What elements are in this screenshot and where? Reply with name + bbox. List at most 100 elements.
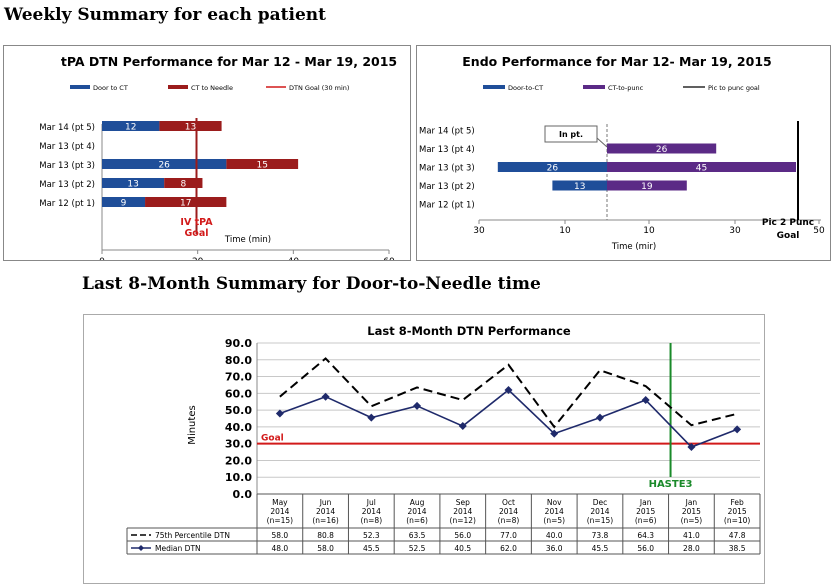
category-label: Jan (639, 498, 652, 507)
category-label: 2014 (407, 507, 426, 516)
endo-chart: Endo Performance for Mar 12- Mar 19, 201… (416, 45, 831, 261)
data-point (641, 396, 650, 405)
bar-value-label: 13 (127, 180, 138, 190)
category-label: Mar 14 (pt 5) (39, 123, 95, 133)
series-line-median (279, 388, 738, 448)
bar-value-label: 8 (180, 180, 186, 190)
tpa-dtn-chart: tPA DTN Performance for Mar 12 - Mar 19,… (3, 45, 411, 261)
category-label: Oct (502, 498, 515, 507)
data-label: 58.0 (272, 531, 289, 540)
category-label: Mar 13 (pt 4) (419, 145, 475, 155)
category-label: (n=15) (587, 516, 614, 525)
y-tick-label: 40.0 (225, 421, 252, 434)
chart-title: tPA DTN Performance for Mar 12 - Mar 19,… (61, 54, 397, 69)
bar-segment (607, 162, 796, 172)
category-label: Mar 13 (pt 3) (39, 161, 95, 171)
goal-label: IV tPA (180, 217, 213, 228)
legend-label: CT to Needle (191, 84, 233, 92)
legend-label: Door-to-CT (508, 84, 543, 92)
category-label: (n=8) (498, 516, 520, 525)
y-tick-label: 60.0 (225, 387, 252, 400)
data-label: 77.0 (500, 531, 517, 540)
category-label: Feb (730, 498, 744, 507)
x-tick-label: 20 (192, 257, 204, 260)
bar-segment (607, 143, 717, 154)
goal-label: Goal (261, 434, 284, 444)
category-label: Sep (456, 498, 470, 507)
bar-value-label: 12 (125, 123, 136, 133)
bar-segment (226, 159, 299, 169)
legend-swatch (70, 85, 90, 89)
data-label: 52.3 (363, 531, 380, 540)
category-label: Mar 13 (pt 3) (419, 164, 475, 174)
category-label: Mar 12 (pt 1) (39, 199, 95, 209)
category-label: Mar 14 (pt 5) (419, 127, 475, 137)
bar-segment (102, 121, 160, 131)
category-label: 2015 (728, 507, 747, 516)
goal-label: Goal (777, 231, 800, 241)
data-point (275, 409, 284, 418)
bar-value-label: 19 (641, 182, 653, 192)
data-point (595, 413, 604, 422)
data-point (458, 422, 467, 431)
x-axis-label: Time (mir) (611, 242, 656, 252)
y-tick-label: 80.0 (225, 354, 252, 367)
category-label: 2014 (316, 507, 335, 516)
category-label: (n=6) (635, 516, 657, 525)
category-label: 2014 (270, 507, 289, 516)
data-label: 58.0 (317, 544, 334, 553)
category-label: 2014 (453, 507, 472, 516)
chart-title: Last 8-Month DTN Performance (367, 324, 571, 338)
dtn-trend-chart-svg: Last 8-Month DTN Performance 0.0 10.0 20.0 3… (126, 324, 761, 555)
category-label: (n=10) (724, 516, 751, 525)
y-tick-label: 30.0 (225, 438, 252, 451)
monthly-summary-heading: Last 8-Month Summary for Door-to-Needle … (82, 274, 541, 294)
bar-segment (497, 162, 607, 172)
bar-value-label: 9 (121, 199, 127, 209)
category-label: (n=15) (267, 516, 294, 525)
legend-swatch (583, 85, 605, 89)
data-point (550, 429, 559, 438)
data-point (687, 443, 696, 452)
legend-label: Pic to punc goal (708, 84, 760, 92)
data-label: 64.3 (637, 531, 654, 540)
category-label: Dec (593, 498, 608, 507)
bar-value-label: 13 (185, 123, 196, 133)
category-label: Mar 13 (pt 4) (39, 142, 95, 152)
data-label: 36.0 (546, 544, 563, 553)
category-label: May (272, 498, 288, 507)
goal-label: Pic 2 Punc (762, 218, 814, 228)
bar-value-label: 26 (656, 145, 668, 155)
x-tick-label: 0 (99, 257, 105, 260)
y-tick-label: 70.0 (225, 371, 252, 384)
x-tick-label: 50 (813, 226, 825, 236)
endo-chart-svg: Endo Performance for Mar 12- Mar 19, 201… (419, 54, 825, 252)
category-label: Jan (685, 498, 698, 507)
data-label: 48.0 (272, 544, 289, 553)
category-label: 2014 (362, 507, 381, 516)
category-label: 2015 (682, 507, 701, 516)
bar-segment (607, 180, 687, 191)
category-label: 2014 (545, 507, 564, 516)
data-label: 80.8 (317, 531, 334, 540)
annotation-pointer (596, 137, 608, 148)
legend-swatch (483, 85, 505, 89)
y-tick-label: 10.0 (225, 471, 252, 484)
category-label: Mar 13 (pt 2) (419, 182, 475, 192)
bar-segment (164, 178, 203, 188)
data-point (367, 413, 376, 422)
tpa-dtn-chart-svg: tPA DTN Performance for Mar 12 - Mar 19,… (39, 54, 397, 260)
bar-value-label: 17 (180, 199, 191, 209)
y-tick-label: 20.0 (225, 454, 252, 467)
x-tick-label: 30 (729, 226, 741, 236)
data-point (321, 392, 330, 401)
y-tick-label: 90.0 (225, 337, 252, 350)
legend-label: CT-to-punc (608, 84, 644, 92)
data-label: 45.5 (592, 544, 609, 553)
y-tick-label: 50.0 (225, 404, 252, 417)
series-name: Median DTN (155, 544, 201, 553)
data-label: 41.0 (683, 531, 700, 540)
dtn-trend-chart: Last 8-Month DTN Performance 0.0 10.0 20.0 3… (83, 314, 765, 584)
legend-label: Door to CT (93, 84, 128, 92)
legend-swatch (138, 545, 144, 551)
